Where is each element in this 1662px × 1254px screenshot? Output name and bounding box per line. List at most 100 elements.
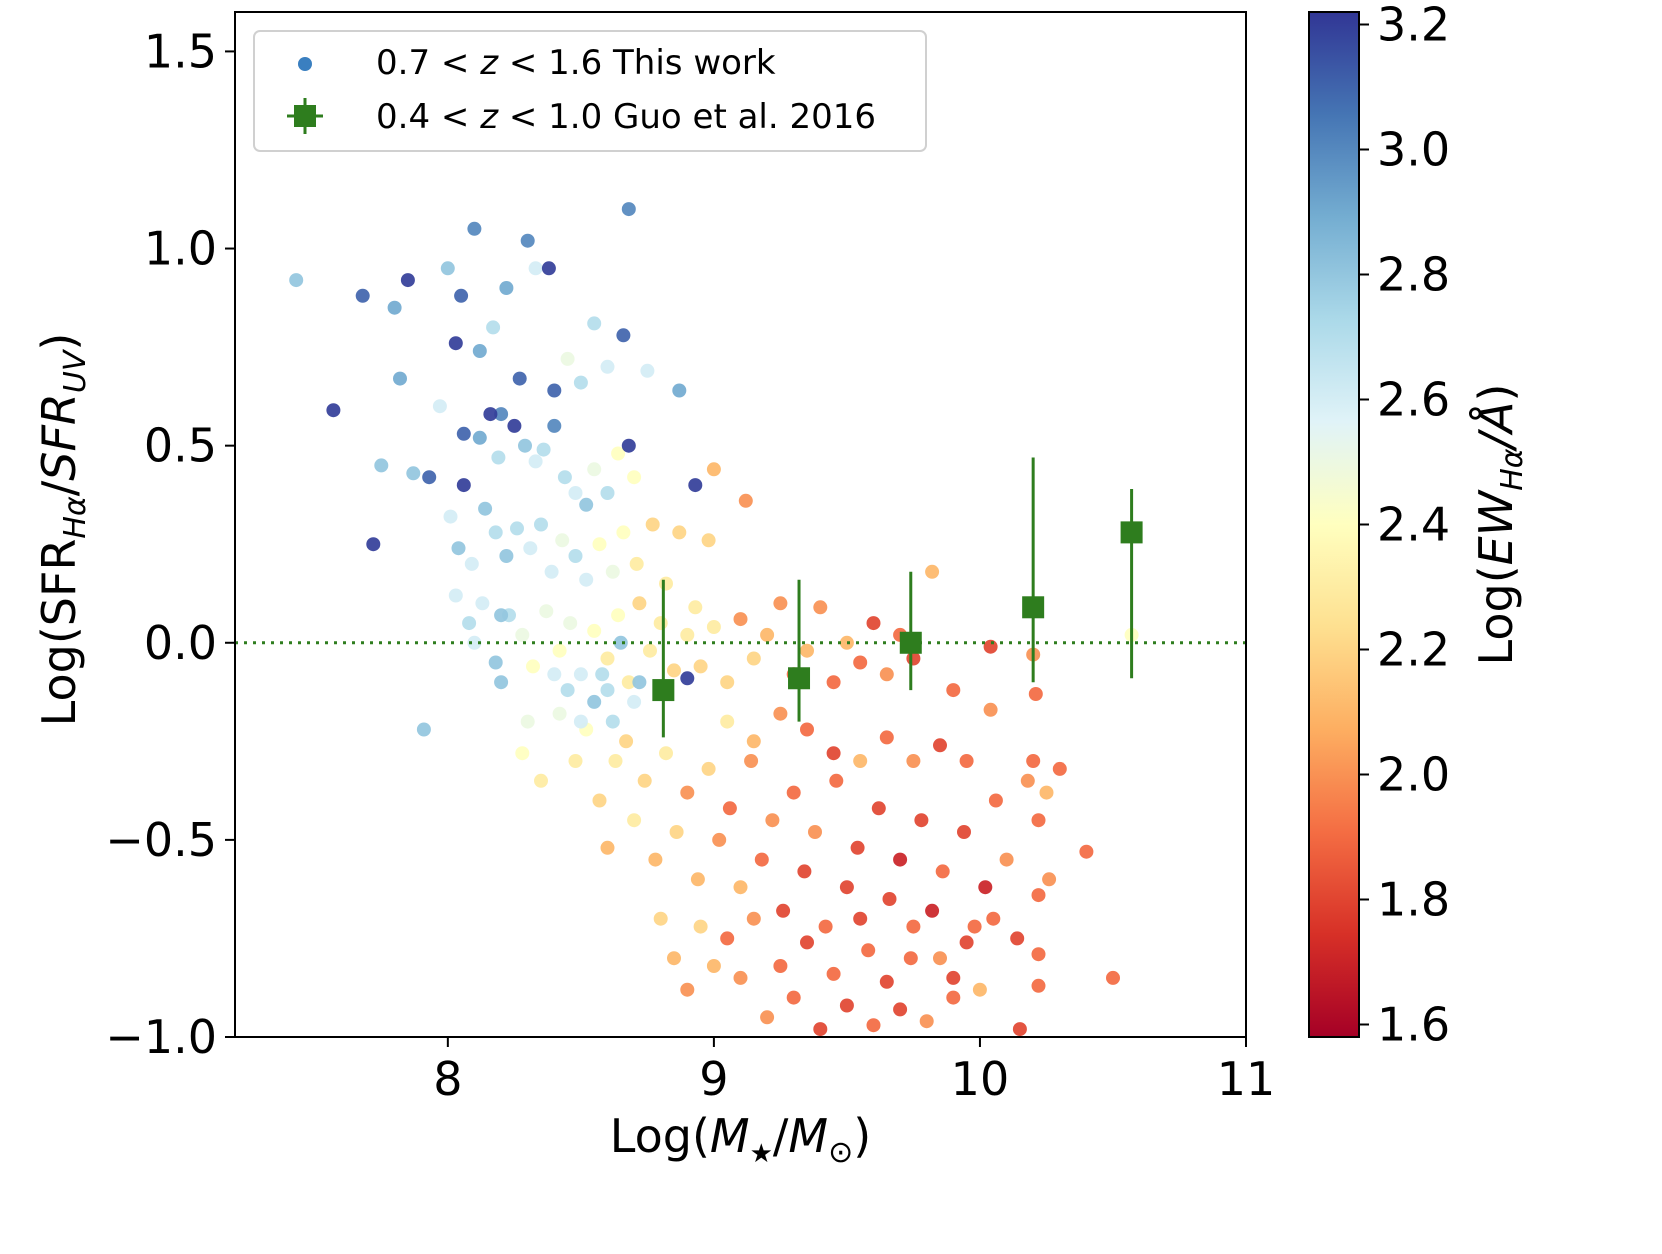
scatter-point (853, 655, 868, 670)
scatter-point (667, 663, 681, 678)
scatter-point (786, 990, 801, 1005)
colorbar-tick-label: 2.6 (1377, 373, 1450, 427)
y-tick-label: 1.5 (144, 24, 217, 78)
scatter-point (659, 576, 673, 591)
guo-point (1022, 596, 1045, 619)
scatter-point (988, 793, 1003, 808)
scatter-point (1010, 931, 1025, 946)
scatter-point (1031, 888, 1046, 903)
legend: 0.7 < z < 1.6 This work 0.4 < z < 1.0 Guo… (253, 30, 927, 152)
scatter-point (547, 667, 562, 682)
guo-point (652, 679, 675, 702)
y-axis-label-close: ) (32, 333, 86, 351)
scatter-point (978, 880, 993, 895)
scatter-point (680, 627, 695, 642)
guo-point (899, 631, 922, 654)
y-axis-label: Log(SFRHα/SFRUV) (32, 333, 93, 727)
guo-point (1120, 521, 1143, 544)
scatter-point (507, 418, 522, 433)
scatter-point (629, 556, 644, 571)
y-axis: 1.5 1.0 0.5 0.0 −0.5 −1.0 (105, 24, 235, 1064)
scatter-point (667, 951, 681, 966)
scatter-point (706, 620, 721, 634)
scatter-point (839, 998, 854, 1013)
scatter-point (853, 911, 868, 926)
colorbar-tick-label: 2.2 (1377, 623, 1450, 677)
colorbar-label: Log(EWHα/Å) (1469, 384, 1530, 666)
scatter-point (499, 281, 514, 295)
scatter-point (648, 852, 663, 867)
y-axis-label-sub2: UV (58, 348, 93, 393)
scatter-point (688, 600, 703, 615)
y-axis-label-text: Log(SFR (32, 539, 86, 727)
scatter-point (579, 497, 594, 512)
scatter-point (1028, 687, 1043, 701)
scatter-point (627, 470, 642, 485)
scatter-point (839, 635, 854, 650)
scatter-point (523, 541, 538, 556)
legend-marker-circle (298, 57, 312, 71)
scatter-point (808, 825, 822, 839)
scatter-point (627, 813, 642, 828)
scatter-point (632, 675, 647, 690)
x-axis-label-m: M (710, 1109, 750, 1163)
scatter-point (946, 970, 961, 985)
scatter-point (925, 903, 940, 918)
scatter-point (587, 694, 602, 709)
colorbar-tick-label: 2.0 (1377, 748, 1450, 802)
scatter-point (706, 462, 721, 477)
scatter-point (760, 627, 775, 642)
scatter-point (959, 935, 974, 950)
scatter-point (933, 951, 947, 966)
y-axis-label-sub1: Hα (58, 496, 93, 539)
y-tick-label: −1.0 (105, 1010, 217, 1064)
scatter-point (451, 541, 466, 556)
scatter-point (1020, 773, 1035, 788)
x-axis-label-star: ★ (750, 1139, 773, 1169)
scatter-point (518, 438, 532, 453)
colorbar: 3.2 3.0 2.8 2.6 2.4 2.2 2.0 1.8 1.6 (1308, 0, 1450, 1052)
scatter-point (967, 919, 982, 934)
plot-area (234, 11, 1247, 1038)
scatter-point (1042, 872, 1057, 887)
scatter-point (1031, 978, 1046, 993)
colorbar-tick-label: 3.0 (1377, 123, 1450, 177)
scatter-point (587, 623, 602, 638)
scatter-point (592, 537, 607, 552)
scatter-point (1031, 813, 1046, 828)
scatter-point (552, 706, 567, 721)
scatter-point (494, 675, 509, 690)
y-axis-label-slash: / (32, 480, 86, 496)
scatter-point (773, 596, 788, 611)
scatter-point (746, 651, 761, 666)
colorbar-label-ew: EW (1469, 489, 1523, 565)
scatter-point (999, 852, 1014, 867)
scatter-point (1052, 761, 1067, 776)
colorbar-tick-label: 2.8 (1377, 248, 1450, 302)
scatter-point (746, 734, 761, 749)
y-tick-label: −0.5 (105, 813, 217, 867)
scatter-point (528, 261, 543, 276)
x-axis-label-close: ) (853, 1109, 871, 1163)
scatter-point (919, 1014, 934, 1029)
scatter-point (326, 403, 341, 418)
scatter-point (672, 383, 687, 398)
scatter-point (568, 754, 583, 768)
scatter-point (547, 418, 562, 433)
scatter-point (443, 509, 458, 524)
guo-point (788, 667, 811, 690)
scatter-point (611, 608, 626, 623)
scatter-point (914, 813, 929, 828)
scatter-point (733, 612, 748, 627)
colorbar-label-sub: Hα (1495, 448, 1530, 491)
scatter-point (720, 675, 735, 690)
guo-series (652, 457, 1143, 738)
scatter-point (520, 233, 535, 248)
y-tick-label: 1.0 (144, 222, 217, 276)
colorbar-gradient (1308, 11, 1360, 1038)
scatter-point (690, 872, 705, 887)
scatter-point (600, 359, 615, 374)
scatter-point (534, 773, 548, 788)
x-tick-label: 9 (699, 1052, 728, 1106)
